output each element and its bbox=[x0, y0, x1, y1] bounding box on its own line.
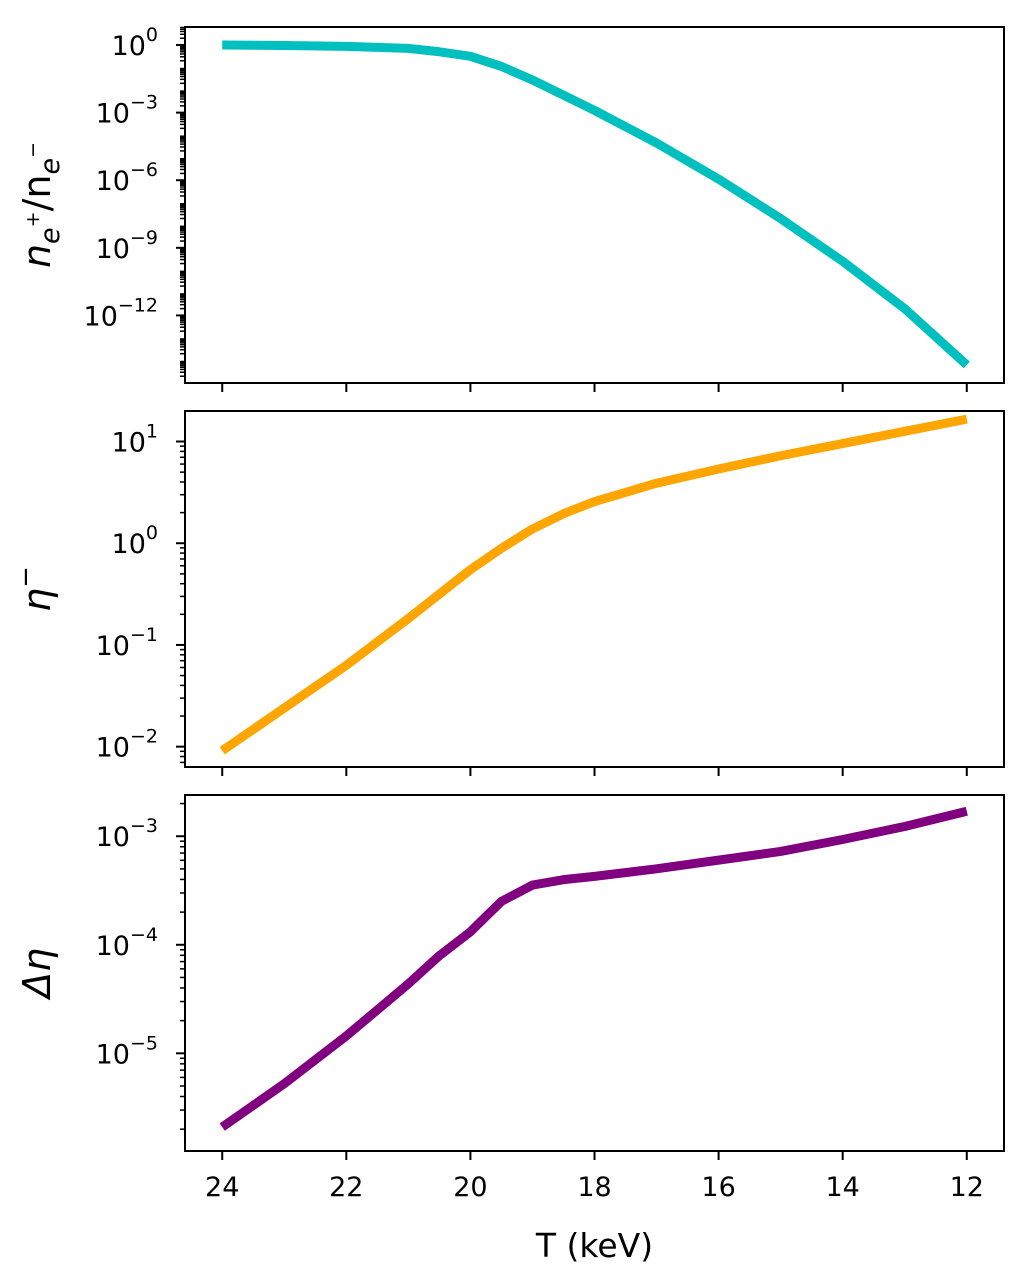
y-tick-label: 101 bbox=[112, 421, 158, 459]
y-tick-label: 10−3 bbox=[96, 92, 158, 130]
series-line-3 bbox=[219, 806, 968, 1131]
series-line-1 bbox=[222, 40, 970, 369]
y-tick-label: 10−3 bbox=[96, 815, 158, 853]
x-tick-label: 16 bbox=[701, 1172, 735, 1203]
series-line-2 bbox=[219, 414, 968, 755]
y-axis-label-1: ne+/ne− bbox=[15, 142, 66, 268]
y-tick-label: 100 bbox=[112, 24, 158, 62]
x-tick-label: 12 bbox=[950, 1172, 984, 1203]
y-tick-label: 10−2 bbox=[96, 726, 158, 764]
axes-frame bbox=[184, 410, 1005, 768]
y-tick-label: 10−4 bbox=[96, 924, 158, 962]
subplot-3: 24 22 20 18 16 14 12 10−3 10−4 10−5 Δη T (keV) bbox=[15, 794, 1005, 1265]
x-axis-label: T (keV) bbox=[535, 1226, 653, 1265]
x-tick-label: 14 bbox=[826, 1172, 860, 1203]
subplot-1: 100 10−3 10−6 10−9 10−12 ne+/ne− bbox=[15, 24, 1005, 392]
y-tick-label: 10−9 bbox=[96, 227, 158, 265]
x-tick-label: 18 bbox=[577, 1172, 611, 1203]
y-axis-label-2: η− bbox=[11, 566, 59, 612]
subplot-2: 101 100 10−1 10−2 η− bbox=[11, 410, 1005, 776]
y-tick-label: 10−12 bbox=[84, 294, 158, 332]
x-tick-label: 24 bbox=[205, 1172, 239, 1203]
y-axis-label-3: Δη bbox=[15, 948, 59, 1001]
axes-frame bbox=[184, 26, 1005, 384]
y-tick-label: 100 bbox=[112, 522, 158, 560]
y-tick-label: 10−5 bbox=[96, 1032, 158, 1070]
x-tick-label: 20 bbox=[453, 1172, 487, 1203]
y-tick-label: 10−6 bbox=[96, 159, 158, 197]
x-tick-label: 22 bbox=[329, 1172, 363, 1203]
axes-frame bbox=[184, 794, 1005, 1152]
y-tick-label: 10−1 bbox=[96, 624, 158, 662]
